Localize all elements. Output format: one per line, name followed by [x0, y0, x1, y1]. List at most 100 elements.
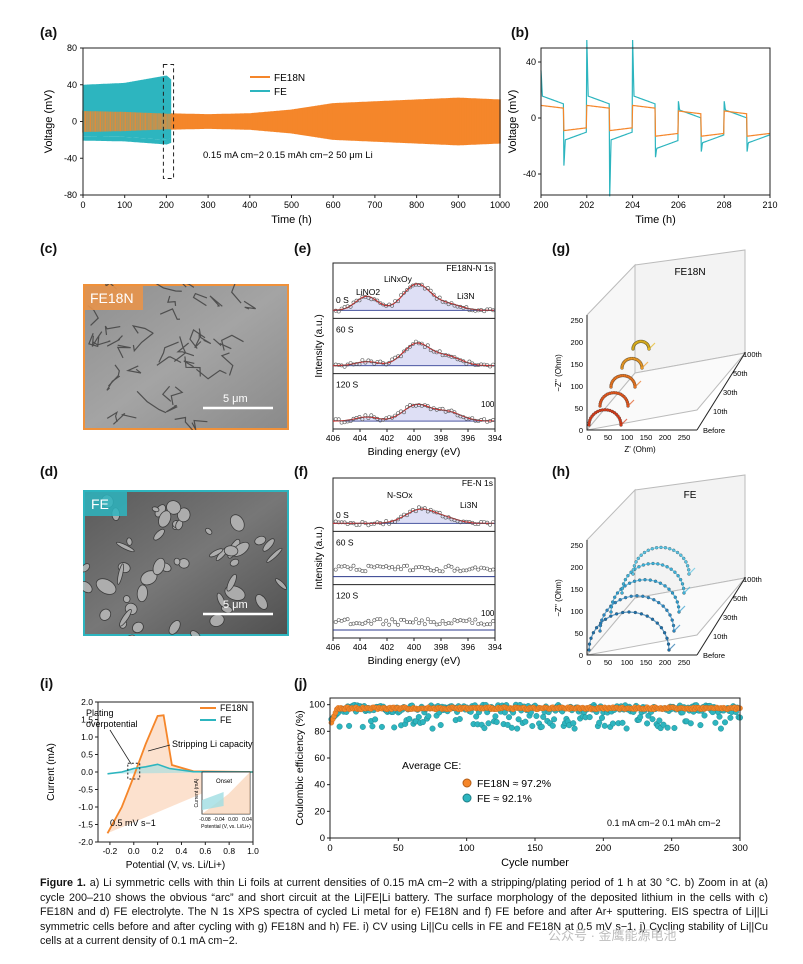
data-point [485, 363, 490, 368]
data-point [375, 564, 380, 568]
chart-f: 0 S 60 S 120 S N-SOx Li3N FE-N 1s 100 406 404 402… [314, 477, 502, 667]
data-point [402, 410, 406, 415]
y-tick-label: 0 [320, 833, 325, 844]
eis-curve-4 [632, 546, 696, 576]
data-point [342, 617, 347, 622]
data-point [485, 520, 490, 525]
y-tick-label: 150 [570, 585, 583, 594]
annotation-arrow [109, 729, 132, 765]
sem-tag-fe: FE [91, 496, 109, 512]
data-point [440, 618, 445, 623]
y-axis-label: Coulombic efficiency (%) [294, 710, 306, 825]
x-tick-label: 0.0 [128, 846, 140, 856]
x-tick-label: 250 [678, 433, 691, 442]
annotation-scanrate: 0.5 mV s−1 [110, 818, 156, 828]
data-point [440, 569, 445, 574]
eis-curve-3 [621, 562, 691, 595]
data-point [414, 617, 418, 622]
panel-label-a: (a) [40, 24, 58, 40]
dendrite [117, 563, 125, 585]
data-point [375, 416, 380, 421]
data-point [339, 306, 344, 311]
data-point [381, 302, 386, 307]
data-point [396, 622, 401, 627]
y-tick-label: 150 [570, 360, 583, 369]
x-tick-label: -0.2 [103, 846, 118, 856]
data-point [431, 568, 436, 573]
crack [173, 336, 187, 362]
eis-curve-2 [610, 374, 642, 389]
data-point [393, 413, 398, 418]
x-tick-label: 396 [461, 642, 475, 652]
data-point [402, 290, 406, 295]
crack [174, 416, 194, 430]
data-point [357, 362, 362, 367]
x-tick-label: 400 [407, 642, 421, 652]
data-point-fe [529, 723, 536, 730]
data-point [443, 565, 448, 570]
y-tick-label: 0 [579, 651, 583, 660]
x-tick-label: 394 [488, 642, 502, 652]
data-point [399, 293, 403, 298]
data-point-fe [570, 720, 577, 727]
data-point [431, 406, 436, 411]
x-tick-label: 398 [434, 642, 448, 652]
data-point-fe [656, 717, 663, 724]
data-point [384, 304, 389, 308]
chart-e: 0 S 60 S 120 S LiNO2 LiNxOy Li3N FE18N-N 1s 100… [314, 262, 502, 458]
dendrite [190, 630, 201, 636]
panel-label-g: (g) [552, 240, 570, 256]
data-point-fe [599, 714, 606, 721]
data-point [372, 521, 377, 526]
panel-label-b: (b) [511, 24, 529, 40]
crack [209, 295, 223, 307]
crack [136, 390, 167, 414]
zoom-box [162, 64, 175, 179]
data-point-fe [722, 719, 729, 726]
dendrite [229, 558, 240, 567]
data-point-fe [336, 723, 343, 730]
y-tick-label: 100 [309, 700, 325, 711]
x-tick-label: 0 [587, 658, 591, 667]
data-point [440, 406, 445, 411]
y-tick-label: 80 [314, 726, 325, 737]
data-point [488, 622, 493, 627]
watermark: 公众号 · 金鹰能源电池 [548, 928, 677, 943]
data-point [390, 415, 395, 420]
dendrite [119, 609, 132, 627]
data-point [437, 510, 442, 515]
cycle-label: 50th [733, 594, 748, 603]
x-tick-label: 0.6 [199, 846, 211, 856]
data-point-fe [538, 723, 545, 730]
x-tick-label: 100 [621, 433, 634, 442]
cycle-label: Before [703, 426, 725, 435]
dendrite [226, 573, 237, 592]
inset-title: Onset [216, 779, 232, 785]
data-point [434, 567, 439, 571]
crack [221, 334, 244, 351]
data-point-fe [346, 722, 353, 729]
crack [182, 284, 195, 288]
crack [189, 328, 206, 349]
x-tick-label: 400 [242, 200, 257, 210]
data-point [342, 364, 347, 369]
x-tick-label: 100 [621, 658, 634, 667]
legend-label-fe18n: FE18N ≈ 97.2% [477, 778, 551, 790]
data-point [425, 343, 430, 348]
x-tick-label: 210 [762, 200, 777, 210]
data-point [390, 303, 395, 308]
data-point [345, 565, 350, 570]
data-point-fe [391, 724, 398, 731]
data-point [414, 509, 418, 514]
data-point [479, 565, 484, 570]
dendrite [275, 578, 287, 590]
crack [192, 292, 208, 307]
y-tick-label: 50 [575, 629, 583, 638]
crack [165, 404, 178, 413]
data-point-fe [485, 720, 492, 727]
peak-label-nsox: N-SOx [387, 490, 413, 500]
panel-label-e: (e) [294, 240, 312, 256]
data-point [345, 617, 350, 622]
data-point [399, 567, 403, 572]
legend-marker-fe18n [462, 778, 472, 788]
